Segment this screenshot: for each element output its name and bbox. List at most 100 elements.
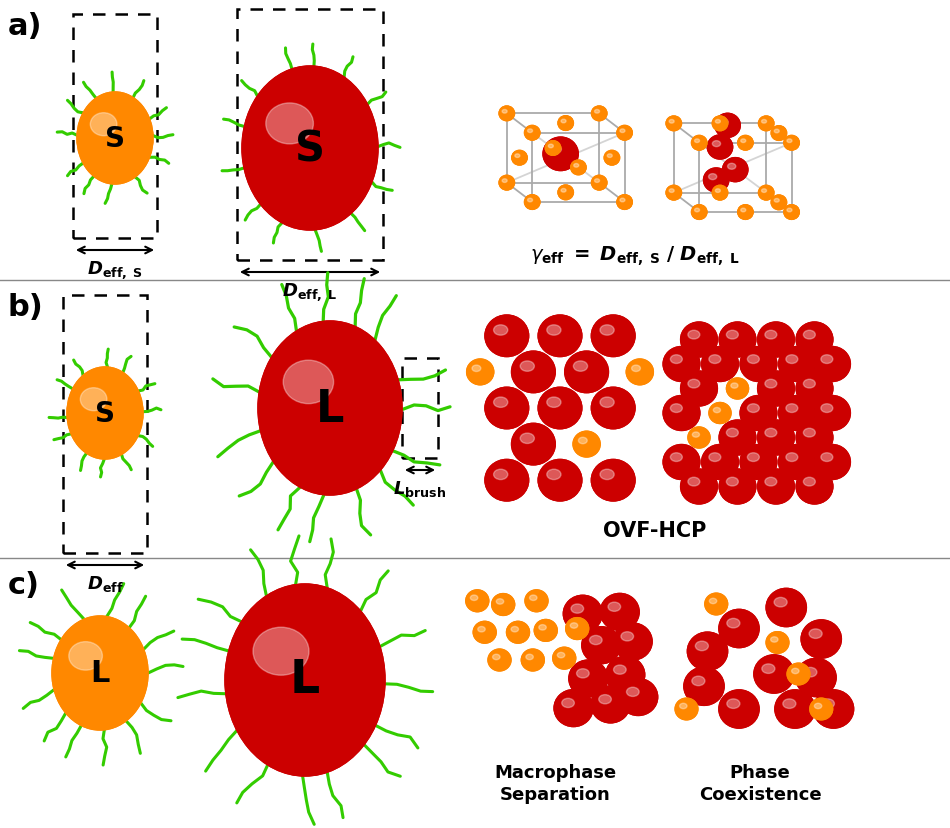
Ellipse shape xyxy=(570,662,607,696)
Ellipse shape xyxy=(804,331,815,339)
Ellipse shape xyxy=(727,619,740,628)
Ellipse shape xyxy=(779,445,815,480)
Ellipse shape xyxy=(738,137,752,151)
Ellipse shape xyxy=(675,699,697,720)
Ellipse shape xyxy=(81,388,107,412)
Ellipse shape xyxy=(669,120,674,124)
Ellipse shape xyxy=(529,595,537,601)
Ellipse shape xyxy=(666,117,681,132)
Ellipse shape xyxy=(503,110,507,114)
Ellipse shape xyxy=(692,205,707,220)
Ellipse shape xyxy=(68,642,103,671)
Ellipse shape xyxy=(785,137,798,150)
Ellipse shape xyxy=(617,127,633,141)
Ellipse shape xyxy=(758,117,774,132)
Ellipse shape xyxy=(779,396,815,431)
Ellipse shape xyxy=(731,383,738,388)
Ellipse shape xyxy=(713,408,720,413)
Ellipse shape xyxy=(691,635,725,667)
Text: S: S xyxy=(105,125,125,153)
Ellipse shape xyxy=(704,448,735,477)
Ellipse shape xyxy=(609,659,642,691)
Ellipse shape xyxy=(705,594,728,615)
Ellipse shape xyxy=(786,404,798,413)
Ellipse shape xyxy=(102,123,130,157)
Ellipse shape xyxy=(779,347,815,382)
Ellipse shape xyxy=(617,195,633,210)
Ellipse shape xyxy=(618,679,657,715)
Ellipse shape xyxy=(695,642,709,651)
Ellipse shape xyxy=(526,592,546,610)
Ellipse shape xyxy=(538,315,581,357)
Ellipse shape xyxy=(298,672,318,696)
Ellipse shape xyxy=(92,397,121,432)
Ellipse shape xyxy=(771,196,787,210)
Ellipse shape xyxy=(680,469,717,504)
Ellipse shape xyxy=(666,186,681,200)
Ellipse shape xyxy=(553,647,576,669)
Ellipse shape xyxy=(595,110,599,114)
Ellipse shape xyxy=(748,355,759,364)
Ellipse shape xyxy=(796,421,833,455)
Ellipse shape xyxy=(295,132,330,172)
Ellipse shape xyxy=(632,366,640,372)
Ellipse shape xyxy=(758,186,774,200)
Ellipse shape xyxy=(666,398,697,428)
Ellipse shape xyxy=(581,627,620,664)
Text: S: S xyxy=(95,400,115,427)
Ellipse shape xyxy=(796,469,833,504)
Ellipse shape xyxy=(728,164,736,170)
Ellipse shape xyxy=(555,691,592,726)
Ellipse shape xyxy=(484,388,528,429)
Ellipse shape xyxy=(738,137,753,151)
Ellipse shape xyxy=(774,200,779,203)
Ellipse shape xyxy=(242,67,378,231)
Ellipse shape xyxy=(719,469,756,504)
Ellipse shape xyxy=(775,690,815,729)
Ellipse shape xyxy=(558,185,574,200)
Ellipse shape xyxy=(283,361,333,404)
Ellipse shape xyxy=(598,695,612,704)
Ellipse shape xyxy=(620,199,625,203)
Ellipse shape xyxy=(538,388,581,429)
Ellipse shape xyxy=(684,667,724,705)
Ellipse shape xyxy=(575,434,598,455)
Ellipse shape xyxy=(500,108,514,121)
Ellipse shape xyxy=(748,453,759,462)
Ellipse shape xyxy=(493,595,513,614)
Ellipse shape xyxy=(466,590,488,612)
Ellipse shape xyxy=(758,470,793,503)
Ellipse shape xyxy=(712,186,728,200)
Ellipse shape xyxy=(513,353,554,392)
Ellipse shape xyxy=(527,130,533,133)
Ellipse shape xyxy=(591,388,635,429)
Ellipse shape xyxy=(712,186,728,200)
Ellipse shape xyxy=(506,622,529,643)
Ellipse shape xyxy=(782,398,812,428)
Ellipse shape xyxy=(538,388,581,429)
Ellipse shape xyxy=(676,700,696,719)
Ellipse shape xyxy=(559,117,573,131)
Ellipse shape xyxy=(740,347,777,382)
Ellipse shape xyxy=(267,634,347,730)
Ellipse shape xyxy=(494,397,508,408)
Ellipse shape xyxy=(277,110,346,192)
Ellipse shape xyxy=(620,130,625,133)
Ellipse shape xyxy=(709,453,721,462)
Ellipse shape xyxy=(687,670,721,703)
Ellipse shape xyxy=(787,209,792,213)
Ellipse shape xyxy=(614,665,626,675)
Ellipse shape xyxy=(740,396,777,431)
Ellipse shape xyxy=(67,368,143,460)
Ellipse shape xyxy=(720,120,729,126)
Ellipse shape xyxy=(591,315,635,357)
Ellipse shape xyxy=(484,460,528,501)
Ellipse shape xyxy=(821,404,833,413)
Ellipse shape xyxy=(683,374,714,404)
Ellipse shape xyxy=(490,651,509,670)
Ellipse shape xyxy=(738,206,752,219)
Ellipse shape xyxy=(253,628,309,676)
Ellipse shape xyxy=(754,655,794,693)
Ellipse shape xyxy=(617,127,633,141)
Ellipse shape xyxy=(488,649,511,671)
